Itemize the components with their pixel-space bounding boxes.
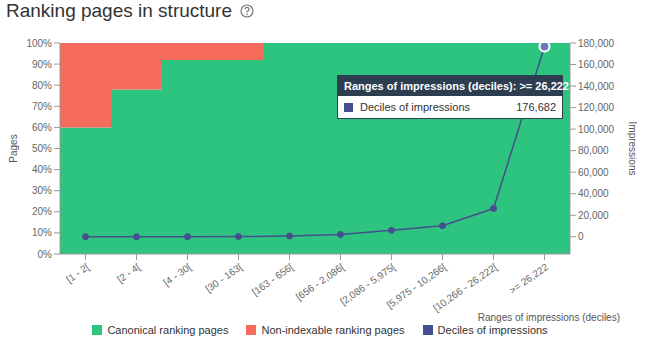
svg-text:[30 - 163[: [30 - 163[ <box>203 261 244 294</box>
svg-text:20%: 20% <box>32 206 52 217</box>
svg-text:40%: 40% <box>32 164 52 175</box>
html-text:Ranking pages in structure: Ranking pages in structure <box>6 0 232 21</box>
html-text:Ranges of impressions (deciles: Ranges of impressions (deciles): >= 26,2… <box>344 80 569 92</box>
svg-text:100,000: 100,000 <box>578 124 615 135</box>
html-text:Canonical ranking pages: Canonical ranking pages <box>107 324 229 336</box>
svg-text:Impressions: Impressions <box>627 122 637 176</box>
svg-text:140,000: 140,000 <box>578 81 615 92</box>
svg-text:[163 - 656[: [163 - 656[ <box>250 261 296 298</box>
svg-text:[656 - 2,086[: [656 - 2,086[ <box>294 261 346 302</box>
svg-text:80,000: 80,000 <box>578 145 609 156</box>
svg-text:[5,975 - 10,266[: [5,975 - 10,266[ <box>384 261 449 311</box>
svg-text:[10,266 - 26,222[: [10,266 - 26,222[ <box>431 261 499 314</box>
svg-text:90%: 90% <box>32 59 52 70</box>
svg-text:Pages: Pages <box>8 134 19 162</box>
svg-text:180,000: 180,000 <box>578 38 615 49</box>
svg-text:60%: 60% <box>32 122 52 133</box>
html-text:176,682: 176,682 <box>516 101 556 113</box>
svg-text:[2 - 4[: [2 - 4[ <box>115 261 142 285</box>
svg-text:30%: 30% <box>32 185 52 196</box>
svg-text:160,000: 160,000 <box>578 59 615 70</box>
svg-text:60,000: 60,000 <box>578 167 609 178</box>
svg-text:20,000: 20,000 <box>578 210 609 221</box>
svg-text:0%: 0% <box>38 249 53 260</box>
html-text:Deciles of impressions: Deciles of impressions <box>437 324 548 336</box>
svg-text:100%: 100% <box>26 38 52 49</box>
svg-text:Ranges of impressions (deciles: Ranges of impressions (deciles) <box>478 312 620 323</box>
svg-text:[1 - 2[: [1 - 2[ <box>64 261 91 285</box>
html-text:Non-indexable ranking pages: Non-indexable ranking pages <box>261 324 405 336</box>
svg-text:70%: 70% <box>32 101 52 112</box>
html-text:Deciles of impressions: Deciles of impressions <box>360 101 470 113</box>
svg-text:40,000: 40,000 <box>578 188 609 199</box>
svg-text:[2,086 - 5,975[: [2,086 - 5,975[ <box>338 261 398 308</box>
svg-text:50%: 50% <box>32 143 52 154</box>
svg-text:10%: 10% <box>32 227 52 238</box>
svg-text:80%: 80% <box>32 80 52 91</box>
svg-text:>= 26,222: >= 26,222 <box>507 261 551 296</box>
svg-text:[4 - 30[: [4 - 30[ <box>161 261 193 288</box>
svg-text:120,000: 120,000 <box>578 102 615 113</box>
svg-text:0: 0 <box>578 231 584 242</box>
